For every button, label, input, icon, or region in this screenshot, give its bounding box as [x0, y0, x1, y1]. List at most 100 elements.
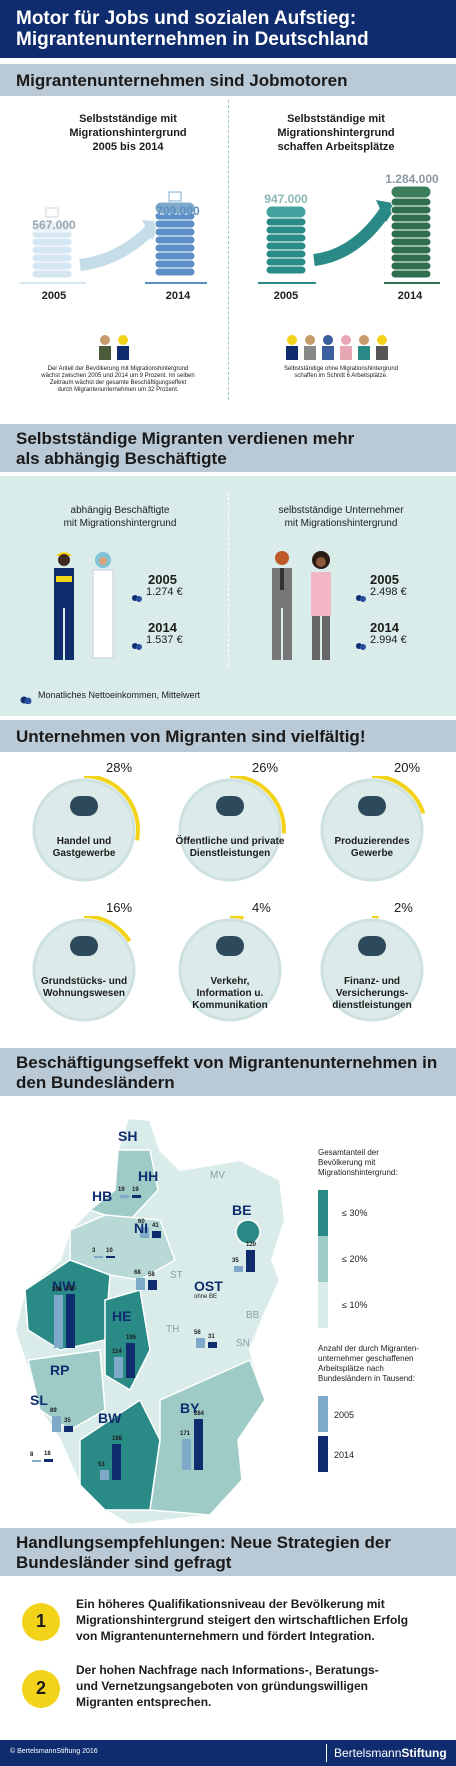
hardhat-icon: [358, 796, 386, 816]
bar-label-2014: 195: [126, 1334, 137, 1341]
region-label: SN: [236, 1338, 250, 1349]
s1-right-v2014: 1.284.000: [385, 172, 439, 186]
s2-left-v2: 1.537 €: [146, 634, 183, 646]
brand-part-a: Bertelsmann: [334, 1746, 402, 1760]
footer-copyright: © BertelsmannStiftung 2016: [10, 1748, 98, 1755]
s1-right-title-line: Selbstständige mit: [287, 113, 385, 125]
sector-label-line: Finanz- und: [343, 976, 401, 987]
legend-jobs-title: Anzahl der durch Migranten- unternehmer …: [318, 1344, 452, 1384]
sector-grid: 28% Handel und Gastgewerbe 26% Öffentliche u…: [0, 752, 456, 1042]
s1-right-v2005: 947.000: [264, 192, 308, 206]
s1-left-title: Selbstständige mit Migrationshintergrund…: [30, 112, 226, 154]
s2-entrepreneurs-figures: [272, 551, 331, 660]
state-group: BY 171 284: [180, 1400, 220, 1480]
sector-label-line: Wohnungswesen: [42, 988, 126, 999]
region-label: BB: [246, 1310, 260, 1321]
section2-title-line1: Selbstständige Migranten verdienen mehr: [16, 429, 355, 448]
state-group: BW 53 198: [98, 1410, 138, 1490]
sector-share-arc: [28, 776, 140, 886]
recommendation-badge-1: 1: [22, 1603, 60, 1641]
s2-right-v2: 2.994 €: [370, 634, 407, 646]
legend-title-line: Bevölkerung mit: [318, 1158, 376, 1167]
s1-left-note-line: Der Anteil der Bevölkerung mit Migration…: [47, 366, 189, 372]
s2-right-v1: 2.498 €: [370, 586, 407, 598]
state-code: SL: [30, 1392, 48, 1408]
sector-label-line: Dienstleistungen: [189, 848, 271, 859]
s1-left-coin-graphic: [20, 191, 207, 284]
recommendation-line: Migranten entsprechen.: [76, 1695, 212, 1709]
sector-percent: 16%: [106, 900, 133, 915]
bar-2014: [208, 1342, 217, 1348]
network-icon: [216, 936, 244, 956]
bar-2014: [152, 1230, 161, 1238]
coins-icon: [356, 589, 366, 602]
state-code: NW: [52, 1278, 76, 1294]
s2-legend: Monatliches Nettoeinkommen, Mittelwert: [38, 690, 201, 700]
s1-left-title-line: 2005 bis 2014: [92, 141, 164, 153]
state-code: OST: [194, 1278, 223, 1294]
briefcase-icon: [45, 207, 59, 218]
s1-right-note-line: schaffen im Schnitt 6 Arbeitsplätze.: [294, 373, 388, 379]
section2-divider: [228, 492, 229, 667]
s2-left-v1: 1.274 €: [146, 586, 183, 598]
ost-note: ohne BE: [194, 1294, 218, 1300]
region-be: [235, 1219, 261, 1245]
legend-swatch-2014: [318, 1436, 328, 1472]
sector-item: 2% Finanz- und Versicherungs-dienstleistun…: [310, 900, 434, 1026]
sector-ring: [316, 916, 428, 1026]
s1-right-note-line: Selbstständige ohne Migrationshintergrun…: [283, 366, 399, 372]
bar-2005: [94, 1256, 103, 1258]
bar-2014: [148, 1279, 157, 1290]
s2-left-y2: 2014: [148, 620, 177, 635]
state-group: HH 60 41: [138, 1168, 178, 1248]
region-by: [149, 1358, 266, 1516]
coin-stack-2005: [265, 205, 307, 275]
s2-right-y1: 2005: [370, 572, 399, 587]
section5-title-line1: Handlungsempfehlungen: Neue Strategien d…: [16, 1533, 391, 1552]
sector-item: 4% Verkehr, Information u. Kommunikation: [168, 900, 292, 1026]
main-header: Motor für Jobs und sozialen Aufstieg: Mi…: [0, 0, 456, 58]
bar-2014: [246, 1250, 255, 1272]
s1-right-coin-graphic: [258, 185, 440, 284]
state-code: HH: [138, 1168, 159, 1184]
bar-label-2014: 120: [246, 1242, 257, 1249]
house-key-icon: [70, 936, 98, 956]
sector-ring: [316, 776, 428, 886]
bar-label-2005: 60: [138, 1219, 145, 1226]
bar-label-2014: 18: [44, 1450, 51, 1457]
bar-label-2005: 35: [232, 1257, 239, 1264]
s1-right-title: Selbstständige mit Migrationshintergrund…: [236, 112, 436, 154]
sector-circle: [320, 918, 424, 1022]
sector-circle: [320, 778, 424, 882]
coins-up-icon: [356, 637, 366, 650]
sector-label-line: Grundstücks- und: [40, 976, 128, 987]
s2-left-title: abhängig Beschäftigte mit Migrationshint…: [20, 504, 220, 530]
people-pair-icon: [99, 335, 129, 360]
state-group: NW 296 300: [52, 1278, 92, 1358]
bar-label-2014: 10: [106, 1248, 113, 1254]
bar-2005: [52, 1415, 61, 1432]
bar-label-2014: 19: [132, 1186, 139, 1193]
coin-stack-2014: [154, 201, 196, 277]
section2-title-line2: als abhängig Beschäftigte: [16, 449, 227, 468]
sector-item: 20% Produzierendes Gewerbe: [310, 760, 434, 886]
bar-label-2005: 3: [92, 1248, 96, 1254]
state-code: HB: [92, 1188, 113, 1204]
region-rp: [27, 1349, 106, 1431]
sector-item: 28% Handel und Gastgewerbe: [22, 760, 146, 886]
bar-label-2005: 56: [194, 1329, 201, 1336]
sector-item: 26% Öffentliche und private Dienstleistung…: [168, 760, 292, 886]
sector-percent: 28%: [106, 760, 133, 775]
sector-percent: 26%: [252, 760, 279, 775]
recommendation-line: von Migrantenunternehmern und fördert In…: [76, 1629, 375, 1643]
legend-title-line: Gesamtanteil der: [318, 1148, 379, 1157]
sector-circle: [32, 918, 136, 1022]
bar-2014: [126, 1342, 135, 1378]
coins-up-icon: [132, 637, 142, 650]
recommendation-num: 1: [35, 1611, 46, 1631]
section4-band: Beschäftigungseffekt von Migrantenuntern…: [0, 1048, 456, 1096]
sector-label-line: Gastgewerbe: [52, 848, 116, 859]
section5-title-line2: Bundesländer sind gefragt: [16, 1553, 232, 1572]
bar-2005: [120, 1194, 129, 1198]
bar-label-2005: 296: [52, 1286, 63, 1293]
